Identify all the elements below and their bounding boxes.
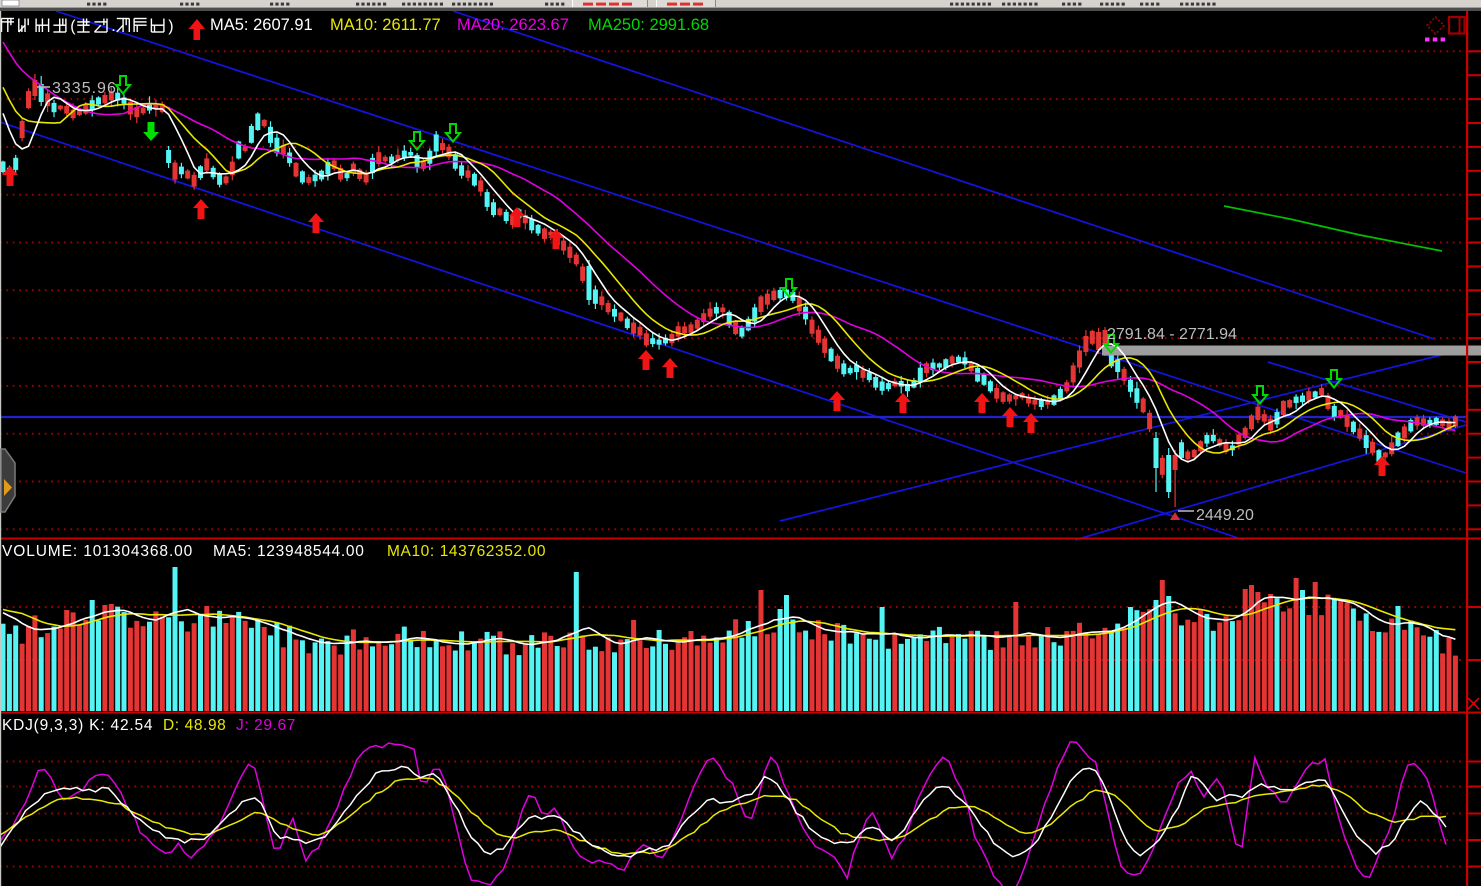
- svg-text:(: (: [70, 18, 76, 35]
- svg-text:MA10: 143762352.00: MA10: 143762352.00: [387, 543, 546, 560]
- svg-text:J: 29.67: J: 29.67: [236, 717, 296, 734]
- svg-text:MA250: 2991.68: MA250: 2991.68: [588, 16, 709, 34]
- svg-text:D: 48.98: D: 48.98: [163, 717, 226, 734]
- svg-text:MA20: 2623.67: MA20: 2623.67: [457, 16, 569, 34]
- svg-text:MA10: 2611.77: MA10: 2611.77: [330, 16, 441, 34]
- svg-text:KDJ(9,3,3) K: 42.54: KDJ(9,3,3) K: 42.54: [2, 717, 153, 734]
- svg-text:VOLUME: 101304368.00: VOLUME: 101304368.00: [2, 543, 193, 560]
- svg-text:MA5: 123948544.00: MA5: 123948544.00: [213, 543, 365, 560]
- svg-text:): ): [168, 18, 173, 35]
- svg-text:2449.20: 2449.20: [1196, 507, 1254, 524]
- svg-text:3335.96: 3335.96: [52, 80, 117, 97]
- svg-text:MA5: 2607.91: MA5: 2607.91: [210, 16, 313, 34]
- svg-text:2791.84 - 2771.94: 2791.84 - 2771.94: [1107, 326, 1237, 343]
- svg-text:.: .: [111, 18, 115, 35]
